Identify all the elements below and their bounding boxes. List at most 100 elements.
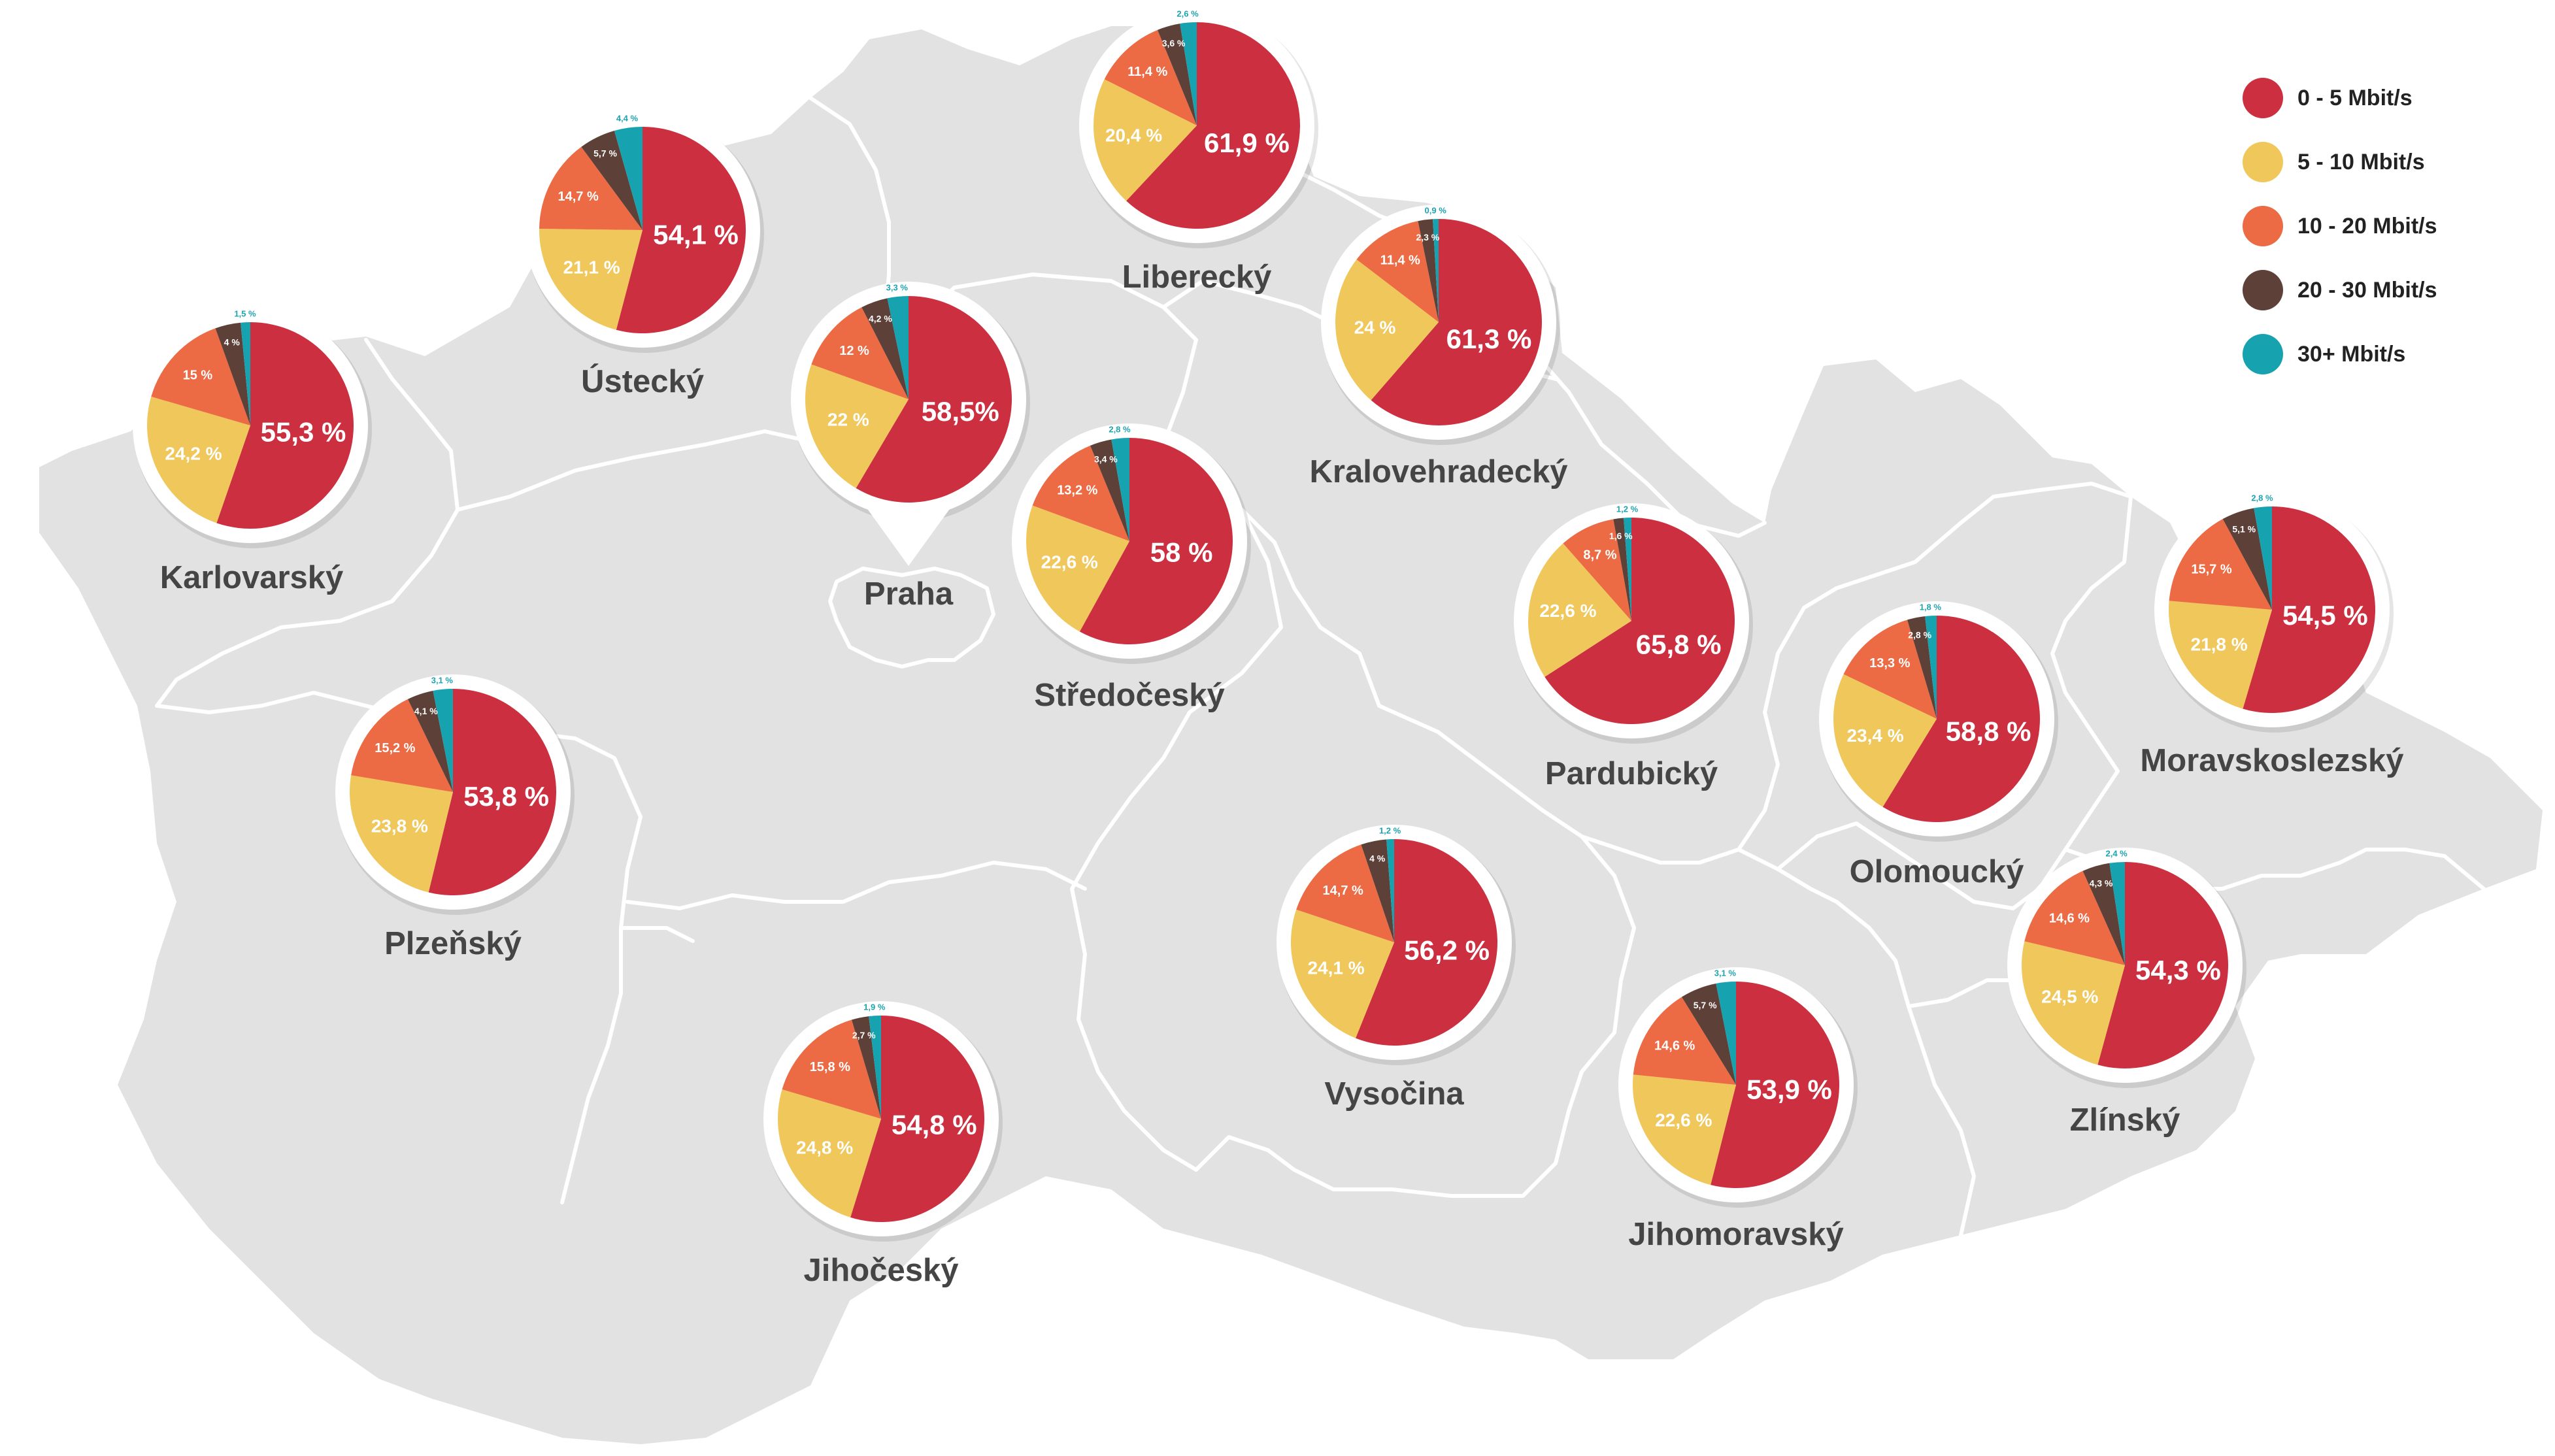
pie-charts: 55,3 % 24,2 % 15 % 4 % 1,5 % Karlovarský 54,1 … xyxy=(133,8,2404,1288)
pie-slice-3 xyxy=(1563,519,1631,621)
pie-label-3: 13,3 % xyxy=(1869,656,1910,670)
region-name: Pardubický xyxy=(1545,756,1718,791)
pie-label-2: 22,6 % xyxy=(1539,601,1596,621)
pie-slice-4 xyxy=(1613,518,1631,621)
region-olomoucky: 58,8 % 23,4 % 13,3 % 2,8 % 1,8 % Olomoucký xyxy=(1819,601,2058,889)
pie-label-1: 54,3 % xyxy=(2135,955,2221,985)
pie-label-3: 11,4 % xyxy=(1127,65,1167,79)
pie-slice-5 xyxy=(1433,219,1439,322)
pie-label-5: 1,5 % xyxy=(234,308,256,318)
legend-swatch xyxy=(2243,78,2283,118)
pie-label-1: 54,1 % xyxy=(653,220,739,250)
pie-slice-2 xyxy=(1335,259,1439,401)
pie-label-3: 14,7 % xyxy=(1323,884,1363,898)
pie-slice-1 xyxy=(1079,438,1233,645)
pie-label-3: 15,7 % xyxy=(2191,563,2231,577)
pie-slice-4 xyxy=(1681,983,1736,1085)
pie-slice-2 xyxy=(1833,674,1937,807)
pie-slice-3 xyxy=(1296,844,1394,942)
pie-label-2: 24,1 % xyxy=(1307,957,1364,978)
pie-label-1: 54,8 % xyxy=(892,1109,977,1140)
pie-slice-4 xyxy=(407,690,453,792)
pie-slice-1 xyxy=(1545,518,1735,725)
pie-label-3: 14,6 % xyxy=(1654,1039,1695,1053)
region-name: Vysočina xyxy=(1324,1076,1464,1112)
pie-slice-3 xyxy=(1104,29,1197,126)
pie-slice-1 xyxy=(1371,219,1542,425)
pie-label-4: 3,4 % xyxy=(1094,454,1118,464)
region-pardubicky: 65,8 % 22,6 % 8,7 % 1,6 % 1,2 % Pardubický xyxy=(1514,503,1753,791)
pie-label-4: 5,7 % xyxy=(1694,1000,1717,1010)
pie-label-5: 1,8 % xyxy=(1920,602,1942,612)
pie-label-1: 58,5% xyxy=(922,396,999,427)
pie-slice-5 xyxy=(241,322,250,425)
pie-label-5: 2,8 % xyxy=(2251,493,2273,503)
pie-slice-3 xyxy=(151,328,250,425)
pie-label-2: 21,8 % xyxy=(2191,635,2248,655)
pie-slice-2 xyxy=(2022,941,2125,1065)
region-jihomoravsky: 53,9 % 22,6 % 14,6 % 5,7 % 3,1 % Jihomoravský xyxy=(1618,967,1858,1252)
pie-label-3: 15 % xyxy=(183,369,213,383)
pie-slice-3 xyxy=(2024,870,2125,965)
pie-label-3: 15,8 % xyxy=(810,1060,850,1074)
pie-slice-1 xyxy=(1356,839,1497,1046)
pie-slice-1 xyxy=(1711,982,1840,1188)
pie-slice-5 xyxy=(1716,981,1736,1085)
pie-label-5: 3,3 % xyxy=(886,282,909,292)
pie-label-1: 54,5 % xyxy=(2282,600,2368,631)
pie-slice-1 xyxy=(2243,506,2375,713)
pie-label-4: 4 % xyxy=(1369,853,1386,864)
region-liberecky: 61,9 % 20,4 % 11,4 % 3,6 % 2,6 % Liberecký xyxy=(1079,8,1318,295)
region-name: Liberecký xyxy=(1122,259,1272,295)
region-stredocesky: 58 % 22,6 % 13,2 % 3,4 % 2,8 % Středočeský xyxy=(1012,423,1251,713)
pie-slice-3 xyxy=(2169,519,2272,610)
pie-slice-2 xyxy=(1094,79,1197,201)
pie-slice-2 xyxy=(539,229,643,330)
region-name: Kralovehradecký xyxy=(1310,454,1568,489)
pie-label-5: 1,2 % xyxy=(1379,825,1401,835)
pie-label-4: 4,2 % xyxy=(869,314,892,324)
pie-slice-2 xyxy=(805,364,909,488)
pie-label-4: 3,6 % xyxy=(1162,38,1186,48)
pie-slice-5 xyxy=(1624,518,1631,621)
region-karlovarsky: 55,3 % 24,2 % 15 % 4 % 1,5 % Karlovarský xyxy=(133,308,372,595)
pie-label-5: 3,1 % xyxy=(1714,968,1737,978)
legend-item-1: 0 - 5 Mbit/s xyxy=(2243,78,2413,118)
pie-label-2: 24 % xyxy=(1354,317,1396,337)
legend-label: 5 - 10 Mbit/s xyxy=(2297,150,2425,174)
pie-slice-4 xyxy=(1907,616,1937,719)
pie-label-5: 2,4 % xyxy=(2106,848,2128,858)
pie-label-1: 58 % xyxy=(1150,537,1213,568)
pie-slice-5 xyxy=(433,689,453,792)
pie-label-4: 1,6 % xyxy=(1609,531,1633,541)
pie-slice-4 xyxy=(581,130,643,230)
pie-label-4: 4,3 % xyxy=(2090,878,2113,888)
pie-label-3: 11,4 % xyxy=(1380,254,1420,268)
pie-slice-1 xyxy=(1882,616,2041,823)
pie-label-3: 14,6 % xyxy=(2049,912,2090,926)
pie-label-2: 22,6 % xyxy=(1041,552,1098,572)
pie-label-4: 2,3 % xyxy=(1416,232,1439,242)
pie-slice-1 xyxy=(850,1016,985,1223)
pie-label-3: 12 % xyxy=(839,344,869,358)
pie-label-4: 2,7 % xyxy=(852,1030,876,1040)
pie-slice-3 xyxy=(1032,445,1129,541)
region-name: Jihomoravský xyxy=(1628,1217,1844,1252)
legend-swatch xyxy=(2243,206,2283,246)
pie-label-1: 53,8 % xyxy=(463,781,549,812)
pie-slice-3 xyxy=(1843,620,1937,719)
region-name: Jihočeský xyxy=(804,1253,959,1288)
pie-slice-2 xyxy=(1026,505,1129,632)
pie-label-5: 4,4 % xyxy=(616,113,639,123)
pie-label-2: 24,5 % xyxy=(2041,986,2098,1006)
region-name: Moravskoslezský xyxy=(2140,743,2403,778)
pie-label-5: 0,9 % xyxy=(1425,205,1447,215)
region-name: Středočeský xyxy=(1034,678,1224,713)
legend-item-4: 20 - 30 Mbit/s xyxy=(2243,270,2437,310)
pie-label-3: 13,2 % xyxy=(1057,484,1097,498)
legend-swatch xyxy=(2243,334,2283,374)
legend-label: 20 - 30 Mbit/s xyxy=(2297,278,2437,303)
pie-slice-5 xyxy=(869,1016,881,1119)
pie-label-4: 5,1 % xyxy=(2232,523,2256,534)
legend-swatch xyxy=(2243,142,2283,182)
